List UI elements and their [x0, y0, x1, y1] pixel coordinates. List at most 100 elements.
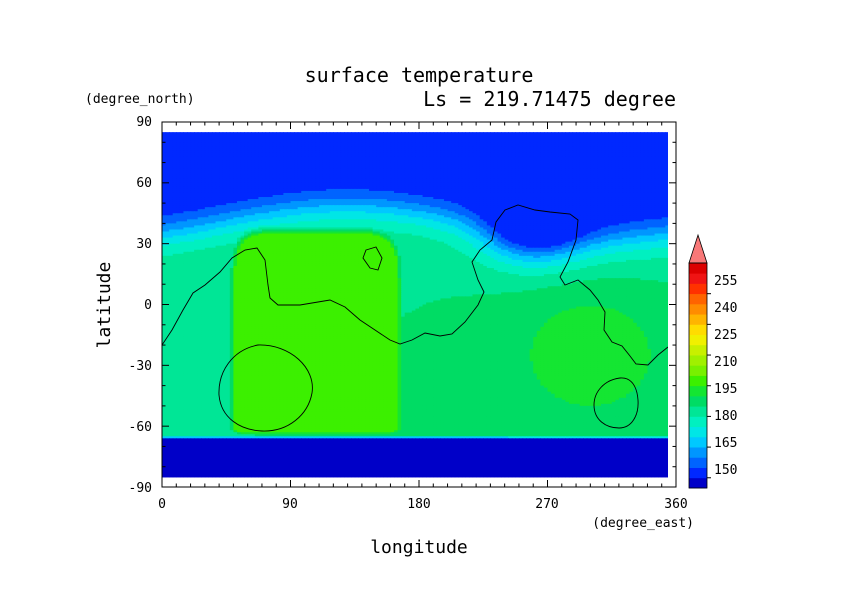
heat-cell	[311, 140, 317, 143]
heat-cell	[358, 156, 363, 160]
heat-cell	[333, 172, 338, 176]
heat-cell	[254, 188, 259, 192]
heat-cell	[162, 170, 167, 174]
heat-cell	[422, 152, 427, 156]
heat-cell	[558, 158, 563, 162]
heat-cell	[261, 182, 267, 186]
heat-cell	[411, 142, 417, 145]
heat-cell	[258, 166, 263, 170]
heat-cell	[208, 186, 213, 190]
heat-cell	[640, 134, 645, 137]
heat-cell	[611, 184, 616, 188]
heat-cell	[629, 186, 634, 190]
heat-cell	[411, 140, 417, 143]
heat-cell	[290, 132, 295, 135]
heat-cell	[433, 172, 438, 176]
heat-cell	[522, 156, 527, 160]
heat-cell	[443, 170, 449, 174]
heat-cell	[540, 140, 545, 143]
heat-cell	[629, 158, 634, 162]
heat-cell	[308, 184, 313, 188]
heat-cell	[336, 174, 342, 178]
heat-cell	[511, 182, 516, 186]
heat-cell	[601, 142, 606, 145]
heat-cell	[315, 152, 320, 156]
heat-cell	[165, 164, 170, 168]
heat-cell	[654, 156, 659, 160]
heat-cell	[458, 180, 463, 184]
heat-cell	[197, 164, 202, 168]
heat-cell	[504, 152, 509, 156]
heat-cell	[233, 136, 238, 139]
heat-cell	[536, 176, 541, 180]
heat-cell	[197, 152, 202, 156]
heat-cell	[190, 172, 195, 176]
heat-cell	[426, 180, 431, 184]
heat-cell	[493, 138, 499, 141]
heat-cell	[383, 150, 388, 154]
heat-cell	[593, 178, 599, 182]
heat-cell	[622, 178, 627, 182]
heat-cell	[361, 132, 367, 135]
heat-cell	[397, 180, 402, 184]
heat-cell	[411, 134, 417, 137]
heat-cell	[618, 160, 624, 164]
heat-cell	[404, 168, 409, 172]
heat-cell	[394, 148, 399, 151]
heat-cell	[354, 188, 359, 192]
heat-cell	[536, 174, 541, 178]
heat-cell	[472, 146, 477, 149]
heat-cell	[254, 148, 259, 151]
heat-cell	[247, 174, 252, 178]
heat-cell	[476, 166, 481, 170]
heat-cell	[294, 170, 299, 174]
heat-cell	[186, 140, 192, 143]
heat-cell	[508, 154, 513, 158]
heat-cell	[622, 142, 627, 145]
heat-cell	[333, 144, 338, 147]
heat-cell	[211, 140, 217, 143]
heat-cell	[329, 164, 334, 168]
heat-cell	[358, 184, 363, 188]
heat-cell	[636, 158, 641, 162]
heat-cell	[247, 152, 252, 156]
heat-cell	[636, 144, 641, 147]
heat-cell	[376, 150, 381, 154]
heat-cell	[593, 144, 599, 147]
heat-cell	[222, 158, 227, 162]
heat-cell	[486, 152, 491, 156]
heat-cell	[479, 132, 484, 135]
heat-cell	[422, 164, 427, 168]
heat-cell	[643, 144, 649, 147]
heat-cell	[258, 182, 263, 186]
heat-cell	[329, 184, 334, 188]
heat-cell	[447, 150, 452, 154]
heat-cell	[572, 180, 577, 184]
heat-cell	[304, 172, 309, 176]
heat-cell	[279, 160, 284, 164]
heat-cell	[533, 184, 538, 188]
heat-cell	[369, 180, 374, 184]
heat-cell	[654, 134, 659, 137]
heat-cell	[383, 148, 388, 151]
heat-cell	[501, 140, 506, 143]
heat-cell	[665, 186, 668, 190]
heat-cell	[340, 146, 345, 149]
heat-cell	[497, 156, 502, 160]
heat-cell	[169, 136, 174, 139]
heat-cell	[226, 190, 231, 194]
heat-cell	[215, 160, 220, 164]
heat-cell	[183, 188, 188, 192]
heat-cell	[604, 162, 609, 166]
heat-cell	[308, 178, 313, 182]
heat-cell	[604, 174, 609, 178]
heat-cell	[422, 138, 427, 141]
heat-cell	[165, 162, 170, 166]
heat-cell	[344, 172, 349, 176]
heat-cell	[190, 156, 195, 160]
heat-cell	[340, 188, 345, 192]
heat-cell	[308, 172, 313, 176]
heat-cell	[311, 148, 317, 151]
heat-cell	[533, 162, 538, 166]
heat-cell	[204, 136, 209, 139]
